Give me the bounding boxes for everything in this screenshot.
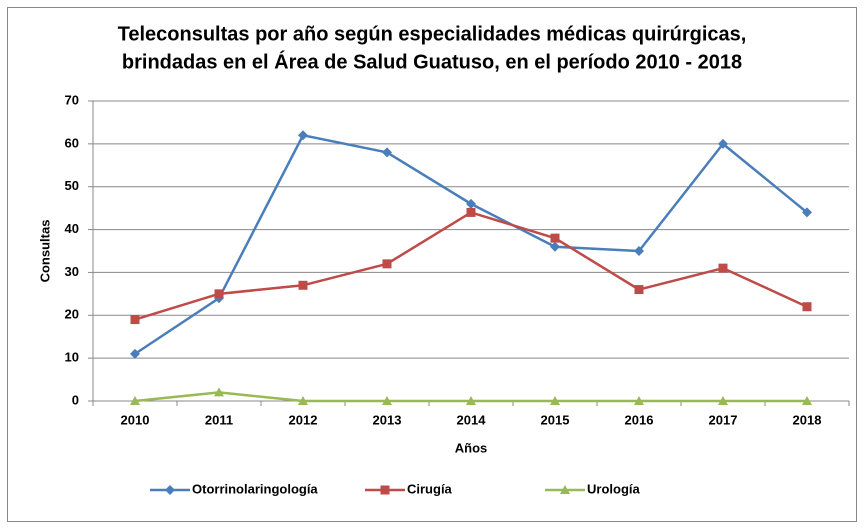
y-tick-label: 40 (65, 221, 79, 236)
marker (130, 348, 140, 359)
marker (634, 246, 644, 256)
marker (382, 396, 392, 405)
x-tick-label: 2017 (709, 412, 738, 427)
marker (382, 259, 392, 269)
marker (130, 315, 140, 325)
legend-label: Urología (587, 481, 640, 496)
x-tick-label: 2015 (541, 412, 570, 427)
marker (718, 138, 728, 149)
x-tick-label: 2010 (121, 412, 150, 427)
x-tick-label: 2018 (793, 412, 822, 427)
y-tick-label: 60 (65, 135, 79, 150)
y-tick-label: 70 (65, 92, 79, 107)
x-tick-label: 2013 (373, 412, 402, 427)
marker (718, 396, 728, 405)
legend-label: Cirugía (407, 481, 453, 496)
marker (718, 263, 728, 273)
marker (550, 396, 560, 405)
x-axis-title: Años (455, 440, 488, 455)
chart-border (7, 7, 857, 522)
y-tick-label: 50 (65, 178, 79, 193)
marker (634, 285, 644, 295)
legend-label: Otorrinolaringología (192, 481, 318, 496)
marker (466, 198, 476, 209)
y-tick-label: 0 (72, 392, 79, 407)
x-tick-label: 2012 (289, 412, 318, 427)
y-axis-title: Consultas (37, 220, 52, 283)
marker (298, 280, 308, 290)
marker (298, 130, 308, 141)
marker (802, 207, 812, 218)
marker (298, 396, 308, 405)
x-tick-label: 2014 (457, 412, 487, 427)
marker (214, 387, 224, 397)
x-tick-label: 2016 (625, 412, 654, 427)
chart-title: brindadas en el Área de Salud Guatuso, e… (122, 50, 742, 73)
marker (466, 396, 476, 405)
chart-title: Teleconsultas por año según especialidad… (118, 23, 747, 45)
x-tick-label: 2011 (205, 412, 233, 427)
marker (802, 302, 812, 312)
marker (550, 233, 560, 243)
marker (380, 485, 390, 495)
marker (466, 207, 476, 217)
marker (130, 396, 140, 405)
y-tick-label: 20 (65, 307, 79, 322)
marker (550, 241, 560, 252)
y-tick-label: 30 (65, 264, 79, 279)
marker (382, 147, 392, 158)
marker (802, 396, 812, 405)
y-tick-label: 10 (65, 350, 79, 365)
marker (165, 485, 175, 495)
marker (634, 396, 644, 405)
marker (560, 485, 570, 494)
marker (214, 289, 224, 299)
